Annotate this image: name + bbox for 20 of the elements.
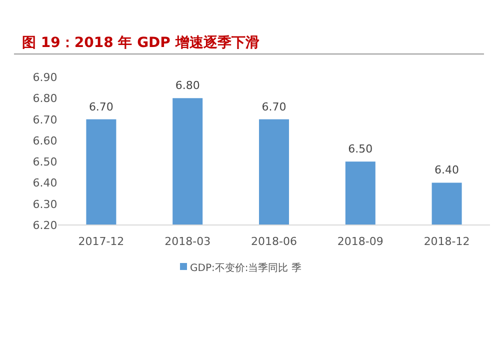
text: 6.50: [348, 142, 373, 156]
chart-title: 图 19：2018 年 GDP 增速逐季下滑: [22, 34, 260, 51]
y-tick-label: 6.90: [32, 71, 58, 84]
x-tick-label: 2018-09: [337, 235, 384, 248]
y-tick-label: 6.50: [32, 156, 58, 169]
text: 6.70: [262, 100, 286, 114]
y-tick-label: 6.70: [32, 113, 58, 126]
x-tick-label: 2018-06: [251, 235, 297, 248]
x-tick-label: 2017-12: [78, 235, 124, 248]
x-tick-label: 2018-03: [164, 235, 211, 248]
x-tick-label: 2018-12: [424, 235, 470, 248]
text: 6.80: [175, 79, 200, 92]
y-tick-label: 6.20: [32, 219, 58, 232]
legend-label: GDP:不变价:当季同比 季: [190, 262, 302, 274]
y-tick-label: 6.30: [32, 198, 58, 211]
text: 6.40: [434, 164, 460, 177]
y-tick-label: 6.80: [32, 92, 58, 106]
text: 6.70: [88, 100, 114, 114]
y-tick-label: 6.40: [32, 176, 58, 190]
y-tick-label: 6.60: [32, 134, 58, 148]
